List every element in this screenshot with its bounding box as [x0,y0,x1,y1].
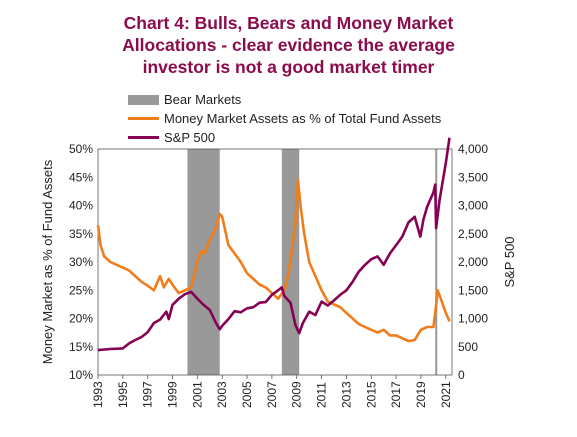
chart-title-line-3: investor is not a good market timer [142,57,435,77]
y-right-axis-title: S&P 500 [502,236,517,287]
y-left-tick-label: 40% [69,199,93,213]
y-right-tick-label: 0 [458,368,465,382]
chart-title: Chart 4: Bulls, Bears and Money Market A… [0,12,577,78]
x-tick-label: 2011 [315,382,329,408]
y-right-tick-label: 4,000 [458,142,488,156]
bear-markets-swatch [128,94,159,105]
x-tick-label: 2003 [215,381,229,408]
plot-frame [97,148,453,376]
y-right-tick-label: 500 [458,340,478,354]
y-right-tick-label: 3,000 [458,199,488,213]
legend-label-sp500: S&P 500 [164,130,216,145]
legend-label-money-market: Money Market Assets as % of Total Fund A… [164,111,442,126]
y-left-tick-label: 10% [69,368,93,382]
bear-market-band-0 [187,149,220,375]
money-market-line [96,178,451,343]
y-left-tick-label: 30% [69,255,93,269]
x-tick-label: 2007 [265,381,279,408]
y-left-axis-title: Money Market as % of Fund Assets [40,159,55,364]
chart-title-line-1: Chart 4: Bulls, Bears and Money Market [123,13,454,33]
x-tick-label: 1995 [116,381,130,408]
y-right-tick-label: 1,000 [458,312,488,326]
x-tick-label: 2009 [290,381,304,408]
x-tick-label: 2013 [339,381,353,408]
legend-item-sp500: S&P 500 [128,128,441,147]
y-left-tick-label: 45% [69,170,93,184]
legend-label-bear-markets: Bear Markets [164,92,242,107]
y-left-tick-label: 35% [69,227,93,241]
legend-item-bear-markets: Bear Markets [128,90,441,109]
y-right-tick-label: 3,500 [458,170,488,184]
money-market-swatch [128,117,159,120]
sp500-swatch [128,136,159,139]
y-right-tick-label: 1,500 [458,283,488,297]
x-tick-label: 1997 [141,381,155,408]
y-left-tick-label: 15% [69,340,93,354]
x-tick-label: 1999 [166,381,180,408]
y-right-tick-label: 2,500 [458,227,488,241]
x-tick-label: 2015 [364,381,378,408]
x-tick-label: 2021 [439,381,453,408]
y-right-tick-label: 2,000 [458,255,488,269]
x-tick-label: 2019 [414,381,428,408]
x-tick-label: 2005 [240,381,254,408]
sp500-line [97,137,451,352]
y-left-tick-label: 50% [69,142,93,156]
y-left-tick-label: 20% [69,312,93,326]
chart-legend: Bear Markets Money Market Assets as % of… [128,90,441,147]
bear-market-band-2 [435,149,438,375]
x-tick-label: 1993 [91,381,105,408]
x-tick-label: 2001 [190,381,204,408]
chart-title-line-2: Allocations - clear evidence the average [122,35,455,55]
x-tick-label: 2017 [389,381,403,408]
legend-item-money-market: Money Market Assets as % of Total Fund A… [128,109,441,128]
y-left-tick-label: 25% [69,283,93,297]
